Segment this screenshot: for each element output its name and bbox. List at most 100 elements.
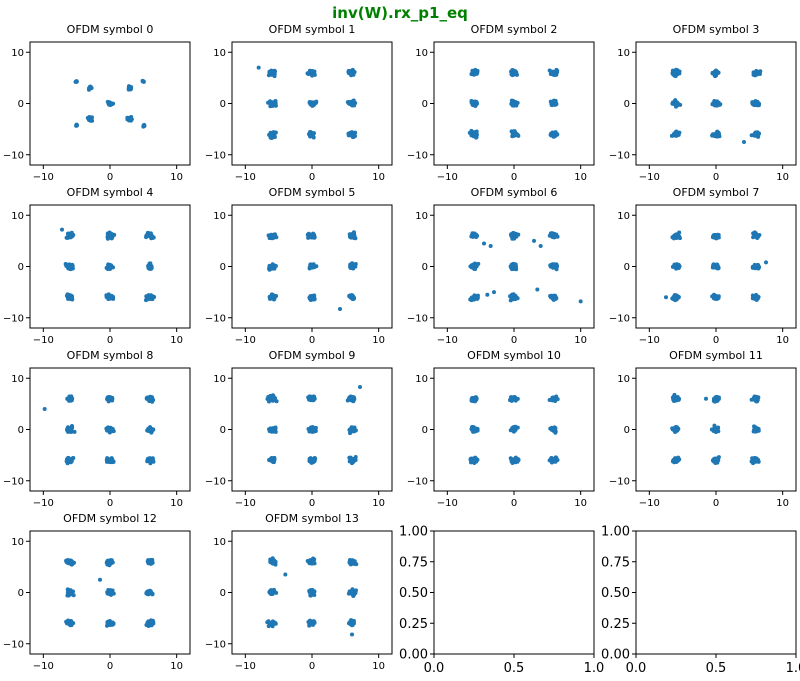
data-point (105, 397, 110, 402)
data-point (105, 620, 110, 625)
data-point (350, 622, 355, 627)
data-point (108, 231, 113, 236)
data-point (306, 395, 311, 400)
data-point (715, 426, 720, 431)
y-tick-label: −10 (407, 476, 428, 487)
y-tick-label: 10 (617, 374, 630, 385)
data-point (468, 457, 473, 462)
data-point (513, 460, 518, 465)
data-point (69, 620, 74, 625)
data-point (554, 394, 559, 399)
data-point (273, 425, 278, 430)
data-point (98, 577, 102, 582)
data-point (510, 396, 515, 401)
data-point (148, 397, 153, 402)
data-point (149, 234, 154, 239)
y-tick-label: 10 (617, 48, 630, 59)
data-point (713, 399, 717, 404)
y-tick-label: −10 (3, 313, 24, 324)
data-point (535, 287, 540, 292)
subplot-title: OFDM symbol 2 (471, 23, 558, 36)
data-point (509, 457, 514, 462)
x-tick-label: 10 (170, 335, 183, 346)
data-point (548, 294, 553, 299)
data-point (547, 233, 552, 238)
x-tick-label: −10 (437, 335, 458, 346)
data-point (508, 264, 513, 269)
data-point (675, 264, 680, 269)
data-point (474, 396, 479, 401)
data-point (144, 294, 149, 299)
data-point (64, 459, 69, 464)
data-point (551, 133, 556, 138)
data-point (274, 293, 279, 298)
y-tick-label: 10 (11, 211, 24, 222)
data-point (677, 230, 682, 235)
figure-title: inv(W).rx_p1_eq (332, 4, 468, 22)
x-tick-label: 0 (309, 172, 315, 183)
data-point (348, 457, 353, 462)
data-point (314, 99, 319, 104)
x-tick-label: 10 (776, 498, 789, 509)
x-tick-label: −10 (235, 335, 256, 346)
data-point (716, 130, 721, 135)
data-point (350, 99, 355, 104)
data-point (306, 559, 311, 564)
data-point (307, 621, 312, 626)
x-tick-label: −10 (33, 498, 54, 509)
data-point (267, 263, 272, 268)
data-point (674, 398, 679, 403)
data-point (311, 131, 316, 136)
y-tick-label: 10 (213, 537, 226, 548)
data-point (510, 102, 515, 107)
data-point (511, 429, 516, 434)
data-point (110, 590, 115, 595)
data-point (338, 307, 342, 312)
data-point (716, 294, 721, 299)
y-tick-label: 10 (617, 211, 630, 222)
x-tick-label: 0 (511, 498, 517, 509)
data-point (128, 116, 133, 121)
data-point (271, 460, 276, 465)
subplot-2: OFDM symbol 2 −10 0 10 −10 0 10 (407, 23, 595, 183)
data-point (710, 294, 715, 299)
data-point (752, 233, 757, 238)
data-point (65, 559, 70, 564)
data-point (266, 624, 271, 629)
y-tick-label: 0.25 (399, 617, 428, 632)
data-point (713, 133, 718, 138)
data-point (549, 102, 554, 107)
data-point (752, 133, 757, 138)
data-point (307, 618, 312, 623)
data-point (755, 130, 760, 135)
data-point (672, 426, 677, 431)
data-point (272, 620, 277, 625)
data-point (142, 123, 147, 128)
x-tick-label: 0 (713, 498, 719, 509)
data-point (105, 623, 110, 628)
data-point (349, 560, 354, 565)
x-tick-label: 10 (574, 335, 587, 346)
y-tick-label: 0.00 (601, 648, 630, 663)
x-tick-label: −10 (33, 661, 54, 672)
y-tick-label: 0.50 (601, 586, 630, 601)
data-point (675, 102, 680, 107)
x-tick-label: 0.5 (706, 661, 727, 676)
x-tick-label: 0 (511, 335, 517, 346)
data-point (143, 298, 148, 303)
data-point (710, 234, 715, 239)
data-point (549, 70, 554, 75)
data-point (269, 590, 274, 595)
subplot-8: OFDM symbol 8 −10 0 10 −10 0 10 (3, 349, 191, 509)
data-point (147, 261, 152, 266)
subplot-7: OFDM symbol 7 −10 0 10 −10 0 10 (609, 186, 797, 346)
data-point (67, 457, 72, 462)
x-tick-label: 10 (574, 172, 587, 183)
data-point (60, 227, 64, 232)
data-point (148, 458, 153, 463)
subplot-title: OFDM symbol 4 (67, 186, 154, 199)
y-tick-label: 10 (213, 48, 226, 59)
data-point (753, 426, 758, 431)
data-point (512, 457, 517, 462)
data-point (473, 233, 478, 238)
